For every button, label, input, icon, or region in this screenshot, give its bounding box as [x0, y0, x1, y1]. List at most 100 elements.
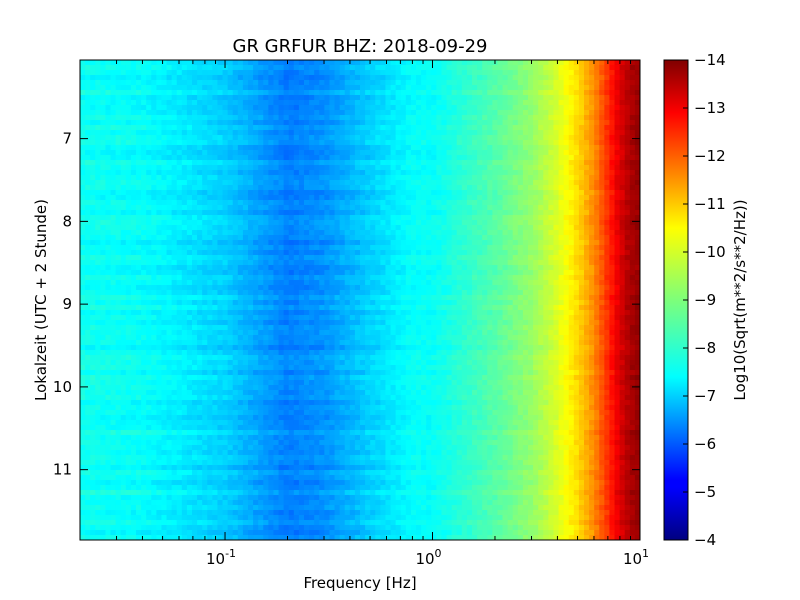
heatmap-cell [100, 480, 107, 486]
heatmap-cell [242, 295, 249, 301]
heatmap-cell [141, 515, 147, 521]
heatmap-cell [161, 485, 168, 491]
heatmap-cell [339, 260, 346, 266]
heatmap-cell [232, 400, 239, 406]
heatmap-cell [197, 270, 203, 276]
heatmap-cell [161, 120, 168, 126]
heatmap-cell [197, 530, 203, 536]
heatmap-cell [298, 250, 305, 256]
heatmap-cell [186, 205, 193, 211]
heatmap-cell [130, 430, 137, 436]
heatmap-cell [186, 260, 193, 266]
heatmap-cell [227, 515, 234, 521]
heatmap-cell [283, 70, 290, 76]
heatmap-cell [85, 315, 91, 321]
heatmap-cell [156, 190, 163, 196]
heatmap-cell [130, 195, 137, 201]
heatmap-cell [293, 325, 300, 331]
heatmap-cell [293, 60, 300, 66]
heatmap-cell [283, 175, 290, 181]
heatmap-cell [90, 365, 96, 371]
heatmap-cell [166, 425, 173, 431]
heatmap-cell [146, 315, 152, 321]
heatmap-cell [80, 380, 86, 386]
heatmap-cell [95, 370, 101, 376]
heatmap-cell [120, 195, 127, 201]
heatmap-cell [298, 485, 305, 491]
heatmap-cell [156, 105, 163, 111]
heatmap-cell [237, 285, 244, 291]
heatmap-cell [293, 420, 300, 426]
heatmap-cell [156, 350, 163, 356]
heatmap-cell [329, 440, 336, 446]
heatmap-cell [288, 425, 295, 431]
heatmap-cell [80, 475, 86, 481]
heatmap-cell [212, 225, 219, 231]
heatmap-cell [125, 310, 132, 316]
heatmap-cell [237, 495, 244, 501]
heatmap-cell [248, 75, 254, 81]
heatmap-cell [141, 445, 147, 451]
heatmap-cell [197, 375, 203, 381]
heatmap-cell [268, 420, 275, 426]
heatmap-cell [176, 150, 183, 156]
heatmap-cell [268, 135, 275, 141]
heatmap-cell [298, 230, 305, 236]
heatmap-cell [324, 475, 331, 481]
heatmap-cell [151, 160, 157, 166]
heatmap-cell [197, 285, 203, 291]
heatmap-cell [110, 100, 117, 106]
heatmap-cell [298, 135, 305, 141]
heatmap-cell [268, 380, 275, 386]
heatmap-cell [324, 220, 331, 226]
heatmap-cell [130, 135, 137, 141]
heatmap-cell [115, 325, 122, 331]
heatmap-cell [314, 210, 320, 216]
heatmap-cell [273, 210, 280, 216]
heatmap-cell [186, 165, 193, 171]
heatmap-cell [309, 285, 315, 291]
heatmap-cell [242, 135, 249, 141]
heatmap-cell [197, 385, 203, 391]
heatmap-cell [186, 440, 193, 446]
heatmap-cell [115, 170, 122, 176]
heatmap-cell [186, 220, 193, 226]
heatmap-cell [232, 235, 239, 241]
heatmap-cell [202, 90, 208, 96]
heatmap-cell [263, 500, 269, 506]
heatmap-cell [217, 185, 224, 191]
heatmap-cell [156, 335, 163, 341]
heatmap-cell [186, 300, 193, 306]
heatmap-cell [253, 80, 259, 86]
heatmap-cell [171, 110, 178, 116]
heatmap-cell [339, 305, 346, 311]
heatmap-cell [304, 505, 310, 511]
heatmap-cell [120, 395, 127, 401]
heatmap-cell [146, 400, 152, 406]
heatmap-cell [151, 325, 157, 331]
heatmap-cell [222, 235, 229, 241]
heatmap-cell [197, 145, 203, 151]
heatmap-cell [319, 320, 325, 326]
heatmap-cell [227, 385, 234, 391]
heatmap-cell [304, 320, 310, 326]
heatmap-cell [141, 490, 147, 496]
heatmap-cell [166, 405, 173, 411]
heatmap-cell [232, 115, 239, 121]
heatmap-cell [248, 150, 254, 156]
heatmap-cell [293, 530, 300, 536]
heatmap-cell [85, 425, 91, 431]
heatmap-cell [207, 85, 213, 91]
heatmap-cell [85, 305, 91, 311]
heatmap-cell [146, 430, 152, 436]
heatmap-cell [278, 415, 285, 421]
heatmap-cell [136, 485, 142, 491]
heatmap-cell [156, 450, 163, 456]
heatmap-cell [314, 65, 320, 71]
heatmap-cell [146, 170, 152, 176]
heatmap-cell [95, 445, 101, 451]
heatmap-cell [141, 115, 147, 121]
heatmap-cell [161, 515, 168, 521]
heatmap-cell [80, 150, 86, 156]
heatmap-cell [176, 185, 183, 191]
